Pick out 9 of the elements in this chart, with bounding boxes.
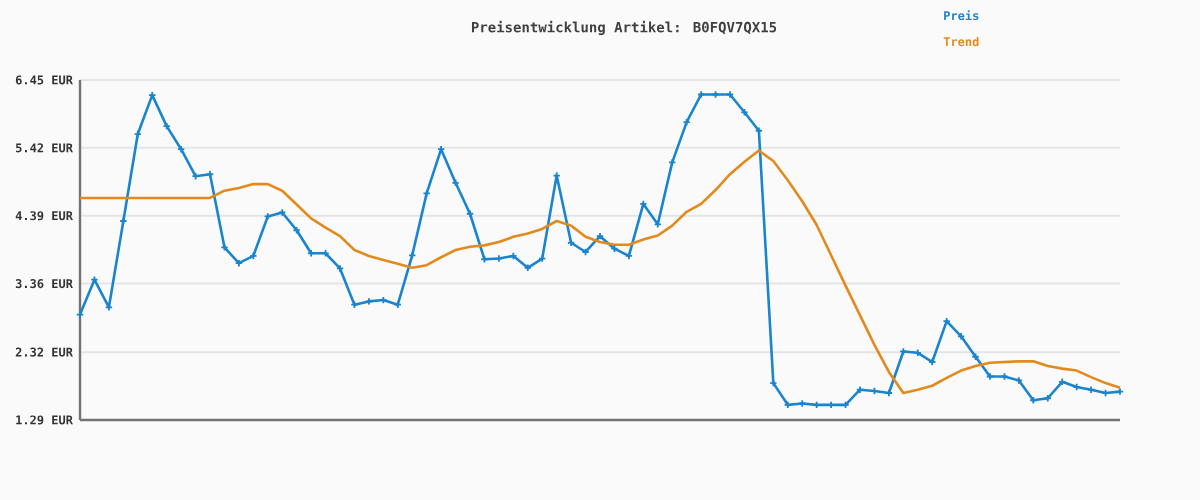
y-tick-label: 6.45 EUR	[15, 75, 73, 85]
text: Trend	[943, 36, 979, 47]
chart-title: Preisentwicklung Artikel: B0FQV7QX15	[471, 20, 777, 36]
y-tick-label: 5.42 EUR	[15, 143, 73, 153]
y-tick-label: 1.29 EUR	[16, 415, 73, 425]
y-tick-label: 3.36 EUR	[15, 279, 73, 289]
y-tick-label: 4.39 EUR	[15, 211, 73, 221]
text: Preis	[944, 10, 979, 21]
y-tick-label: 2.32 EUR	[15, 347, 73, 357]
